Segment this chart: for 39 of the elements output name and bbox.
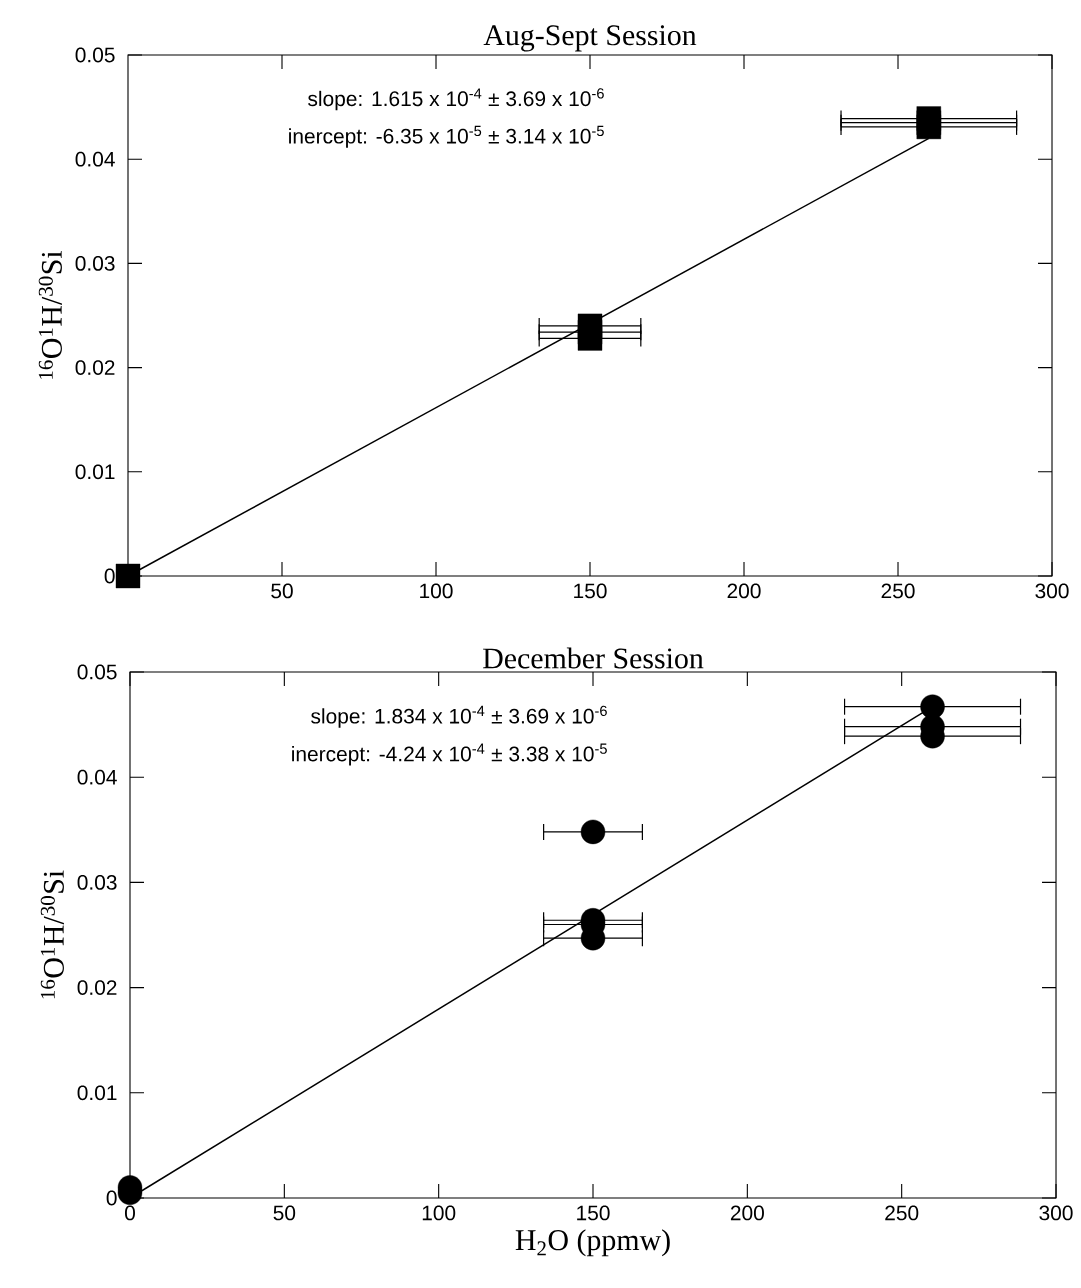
y-tick-label: 0.03 xyxy=(75,255,115,271)
y-tick-label: 0.03 xyxy=(77,874,117,890)
x-axis-title: H$_{2}$O (ppmw) xyxy=(515,1229,670,1257)
x-tick-label: 250 xyxy=(881,583,915,599)
y-tick-label: 0.04 xyxy=(77,769,117,785)
annotation: inercept: -4.24 x 10$^{-4}$ ± 3.38 x 10$^{-5}$ xyxy=(292,743,607,766)
x-tick-label: 300 xyxy=(1035,583,1069,599)
y-tick-label: 0 xyxy=(104,568,115,584)
x-tick-label: 50 xyxy=(271,583,293,599)
point xyxy=(580,819,606,845)
y-tick-label: 0.02 xyxy=(75,360,115,375)
x-tick-label: 50 xyxy=(273,1205,296,1221)
x-tick-label: 300 xyxy=(1039,1205,1073,1221)
chart-title: December Session xyxy=(483,647,704,669)
chart-title: Aug-Sept Session xyxy=(483,25,697,52)
y-tick-label: 0.01 xyxy=(75,464,115,480)
point xyxy=(577,326,603,351)
y-tick-label: 0.02 xyxy=(77,980,117,995)
point xyxy=(115,563,141,589)
y-tick-label: 0.05 xyxy=(77,664,117,680)
point xyxy=(920,694,945,719)
y-axis-title: $^{16}$O$^{1}$H/$^{30}$Si xyxy=(40,870,64,999)
x-tick-label: 150 xyxy=(574,583,607,599)
y-axis-title: $^{16}$O$^{1}$H/$^{30}$Si xyxy=(38,250,62,379)
annotation: inercept: -6.35 x 10$^{-5}$ ± 3.14 x 10$^{-5}$ xyxy=(289,125,604,148)
annotation: slope: 1.615 x 10$^{-4}$ ± 3.69 x 10$^{-6}$ xyxy=(308,88,604,111)
y-tick-label: 0 xyxy=(106,1190,117,1206)
x-tick-label: 0 xyxy=(124,1205,135,1221)
x-tick-label: 200 xyxy=(727,583,761,599)
x-tick-label: 100 xyxy=(420,583,453,599)
y-tick-label: 0.04 xyxy=(75,151,115,167)
x-tick-label: 150 xyxy=(577,1205,610,1221)
annotation: slope: 1.834 x 10$^{-4}$ ± 3.69 x 10$^{-6}$ xyxy=(311,705,607,728)
y-tick-label: 0.01 xyxy=(77,1085,117,1101)
x-tick-label: 200 xyxy=(730,1205,764,1221)
x-tick-label: 100 xyxy=(422,1205,456,1221)
point xyxy=(916,114,942,140)
y-tick-label: 0.05 xyxy=(75,47,115,63)
x-tick-label: 250 xyxy=(885,1205,919,1221)
